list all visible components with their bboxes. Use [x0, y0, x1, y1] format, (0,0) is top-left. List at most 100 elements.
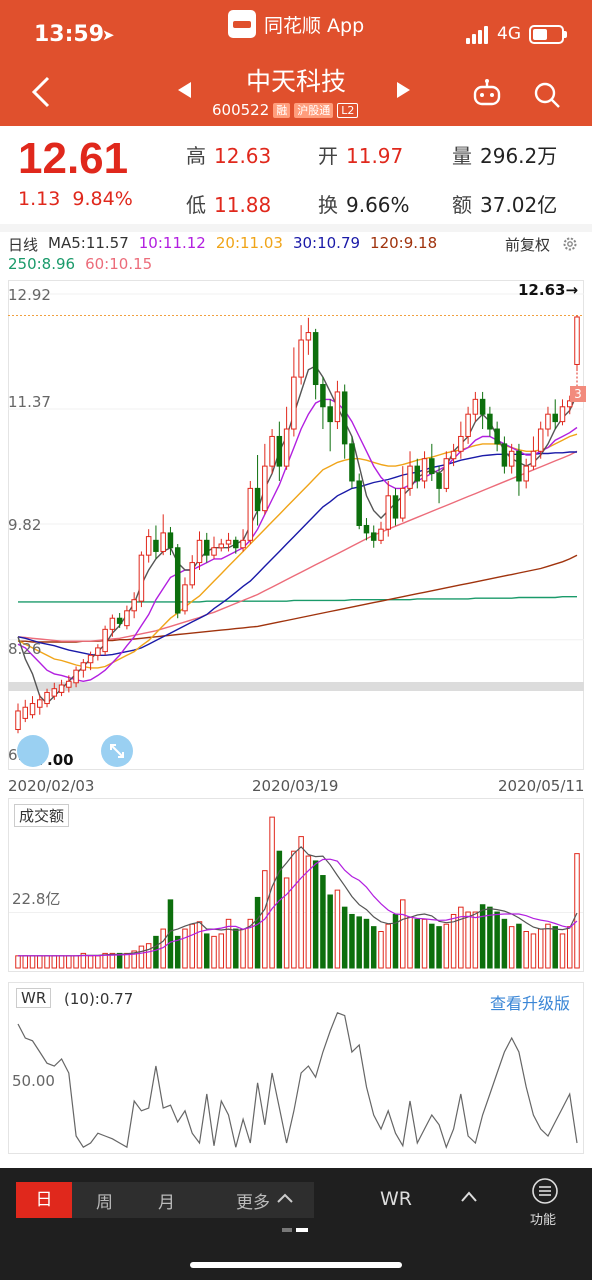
candle-body [124, 610, 130, 627]
volume-ma-line [18, 845, 578, 957]
candle-body [29, 703, 36, 716]
open-value: 11.97 [346, 144, 404, 168]
candle-body [363, 524, 370, 534]
candle-body [429, 458, 435, 475]
app-logo-icon [228, 10, 256, 38]
wr-label[interactable]: WR [16, 988, 52, 1008]
period-day[interactable]: 日 [16, 1182, 72, 1218]
volume-bar [356, 916, 362, 969]
volume-label[interactable]: 成交额 [14, 804, 70, 827]
candle-body [51, 688, 58, 697]
candle-body [247, 487, 254, 541]
y-label-4: 8.26 [8, 640, 42, 658]
candle-body [153, 539, 159, 552]
last-price: 12.61 [18, 134, 129, 183]
robot-icon[interactable] [472, 78, 502, 108]
open-label: 开 [318, 144, 338, 168]
candle-body [530, 450, 537, 467]
candle-body [109, 617, 116, 630]
search-icon[interactable] [532, 80, 562, 110]
low-value: 11.88 [214, 193, 272, 217]
function-icon[interactable] [531, 1177, 559, 1205]
candle-body [276, 435, 283, 467]
candle-body [291, 376, 297, 430]
candle-body [450, 450, 457, 460]
gear-icon[interactable] [562, 236, 578, 252]
candle-body [341, 391, 348, 445]
price-change: 1.13 9.84% [18, 188, 133, 210]
volume-bar [283, 877, 290, 969]
candle-body [160, 532, 166, 552]
tag-margin: 融 [273, 102, 291, 118]
candle-body [254, 487, 261, 512]
candle-body [283, 428, 290, 467]
candle-body [421, 458, 428, 482]
y-label-top: 12.92 [8, 286, 51, 304]
wr-value: (10):0.77 [64, 990, 134, 1008]
candle-body [87, 654, 94, 664]
volume-bar [574, 853, 580, 969]
period-label[interactable]: 日线 [8, 236, 39, 254]
candle-body [305, 332, 312, 341]
adjust-toggle[interactable]: 前复权 [505, 236, 551, 254]
prev-stock-icon[interactable] [178, 82, 191, 98]
location-arrow-icon: ➤ [102, 26, 115, 44]
stock-name: 中天科技 [245, 67, 346, 96]
volume-bar [545, 923, 551, 969]
zoom-out-icon[interactable] [17, 735, 49, 767]
volume-bar [298, 836, 304, 969]
candle-body [356, 480, 362, 526]
wr-frame[interactable] [8, 982, 584, 1154]
period-week[interactable]: 周 [96, 1193, 113, 1213]
expand-icon[interactable] [101, 735, 133, 767]
candle-body [73, 669, 79, 684]
volume-bar [182, 928, 188, 969]
app-name: 同花顺 App [264, 14, 365, 37]
more-chevron-icon[interactable] [276, 1191, 294, 1205]
candle-body [545, 413, 551, 430]
candle-body [269, 435, 275, 467]
volume-bar [247, 918, 254, 969]
candle-body [443, 458, 450, 489]
candle-body [204, 539, 210, 556]
candle-body [378, 528, 384, 541]
date-end: 2020/05/11 [498, 777, 585, 795]
volume-bar [218, 933, 225, 969]
candle-body [58, 684, 65, 693]
volume-frame[interactable] [8, 798, 584, 972]
candle-body [225, 539, 232, 545]
function-label: 功能 [530, 1213, 557, 1228]
indicator-chevron-icon[interactable] [460, 1188, 478, 1206]
candle-body [436, 473, 442, 489]
candle-body [559, 406, 566, 423]
amount-value: 37.02亿 [480, 193, 558, 217]
back-icon[interactable] [26, 72, 56, 112]
volume-bar [559, 933, 566, 969]
ma5-line [17, 365, 578, 705]
upgrade-link[interactable]: 查看升级版 [490, 994, 571, 1013]
candle-body [400, 487, 406, 519]
volume-bar [334, 889, 341, 969]
volume-bar [508, 926, 515, 969]
indicator-button[interactable]: WR [380, 1188, 412, 1210]
volume-bar [131, 950, 137, 969]
amount-cell: 额 37.02亿 [452, 189, 557, 218]
period-more[interactable]: 更多 [236, 1193, 270, 1213]
high-marker: 12.63→ [518, 281, 579, 299]
candle-body [494, 428, 500, 445]
candle-body [501, 443, 508, 467]
volume-bar [472, 911, 479, 969]
volume-bar [116, 952, 123, 969]
kline-frame[interactable] [8, 280, 584, 770]
volume-bar [204, 933, 210, 969]
y-label-2: 11.37 [8, 393, 51, 411]
candle-body [80, 662, 87, 671]
ma30-line [17, 451, 577, 656]
change-value: 1.13 [18, 188, 61, 210]
candle-body [370, 532, 377, 541]
candle-body [479, 398, 486, 415]
next-stock-icon[interactable] [397, 82, 410, 98]
candle-body [116, 617, 123, 624]
volume-cell: 量 296.2万 [452, 140, 557, 169]
period-month[interactable]: 月 [158, 1193, 175, 1213]
